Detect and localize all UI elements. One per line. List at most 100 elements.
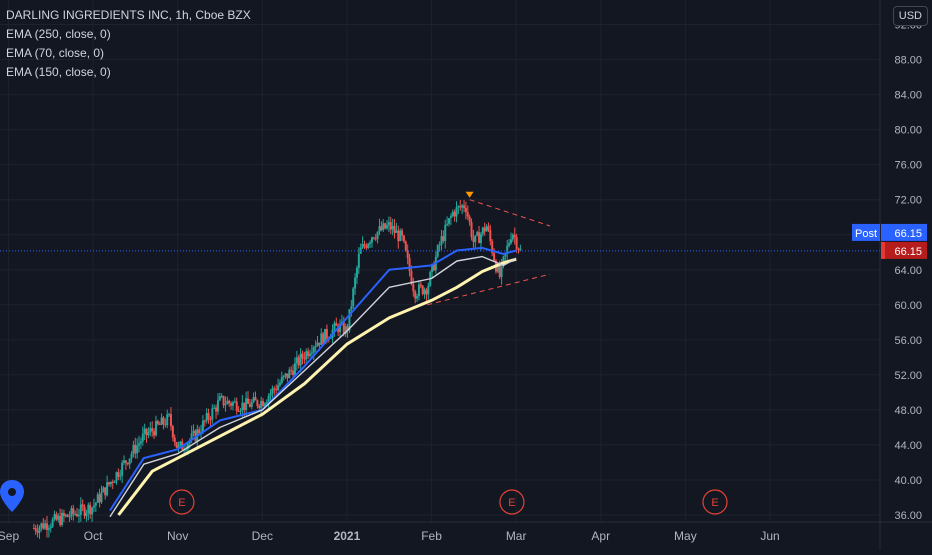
candle-body	[265, 401, 268, 404]
candle-body	[134, 444, 137, 454]
indicator-ema-70[interactable]: EMA (70, close, 0)	[6, 46, 105, 60]
candle-body	[34, 528, 37, 532]
candle-body	[239, 410, 242, 412]
candle-body	[169, 414, 172, 427]
candle-body	[427, 285, 430, 295]
candle-body	[442, 236, 445, 241]
candle-body	[72, 508, 75, 514]
candle-body	[352, 288, 355, 307]
candle-body	[233, 401, 236, 403]
candle-body	[498, 266, 501, 277]
candle-body	[344, 326, 347, 335]
chart-legend: DARLING INGREDIENTS INC, 1h, Cboe BZX EM…	[6, 6, 251, 82]
last-price-tag: 66.15	[894, 246, 922, 258]
candle-body	[384, 223, 387, 229]
candle-body	[342, 321, 345, 335]
symbol-title[interactable]: DARLING INGREDIENTS INC, 1h, Cboe BZX	[6, 8, 251, 22]
y-tick-label: 52.00	[894, 370, 922, 382]
candle-body	[124, 460, 127, 463]
candle-body	[269, 393, 272, 396]
candle-body	[483, 227, 486, 232]
candle-body	[399, 230, 402, 241]
candle-body	[94, 502, 97, 506]
candle-body	[156, 420, 159, 425]
candle-body	[237, 411, 240, 413]
candle-body	[258, 405, 261, 409]
candle-body	[107, 482, 110, 485]
candle-body	[395, 230, 398, 233]
candle-body	[158, 424, 161, 426]
candle-body	[479, 234, 482, 244]
candle-body	[132, 444, 135, 455]
candle-body	[160, 417, 163, 425]
candle-body	[201, 420, 204, 433]
candle-body	[59, 515, 62, 525]
earnings-marker-icon	[499, 489, 525, 515]
candle-body	[444, 224, 447, 241]
candle-body	[436, 245, 439, 257]
x-tick-label: Apr	[591, 529, 610, 543]
y-tick-label: 64.00	[894, 265, 922, 277]
candle-body	[228, 400, 231, 404]
candle-body	[136, 445, 139, 454]
candle-body	[209, 419, 212, 421]
candle-body	[44, 523, 47, 529]
candle-body	[504, 252, 507, 257]
candle-body	[487, 226, 490, 231]
candle-body	[121, 462, 124, 476]
candle-body	[378, 226, 381, 232]
candle-body	[230, 403, 233, 406]
indicator-ema-150[interactable]: EMA (150, close, 0)	[6, 65, 111, 79]
candle-body	[410, 271, 413, 285]
candle-body	[85, 512, 88, 517]
post-price-tag-bg	[881, 223, 927, 241]
candle-body	[322, 333, 325, 345]
candle-body	[453, 211, 456, 217]
candle-body	[250, 402, 253, 408]
candle-body	[357, 253, 360, 268]
candle-body	[235, 401, 238, 412]
candle-body	[457, 206, 460, 208]
candle-body	[459, 206, 462, 208]
currency-button[interactable]: USD	[892, 6, 928, 26]
x-tick-label: 2021	[334, 529, 361, 543]
candle-body	[104, 487, 107, 496]
candle-body	[102, 487, 105, 493]
candle-body	[77, 514, 80, 517]
candle-body	[179, 441, 182, 446]
candle-body	[432, 264, 435, 271]
candle-body	[404, 241, 407, 251]
candle-body	[70, 508, 73, 517]
x-tick-label: Jun	[760, 529, 779, 543]
candle-body	[463, 205, 466, 208]
candle-body	[387, 222, 390, 226]
candle-body	[47, 528, 50, 530]
candle-body	[470, 222, 473, 238]
candle-body	[314, 346, 317, 348]
candle-body	[481, 227, 484, 235]
candle-body	[517, 248, 520, 250]
candle-body	[190, 433, 193, 441]
trendline	[427, 273, 551, 306]
candle-body	[246, 398, 249, 404]
candle-body	[365, 245, 368, 248]
candle-body	[192, 430, 195, 434]
candle-body	[141, 433, 144, 442]
location-pin-dot	[8, 488, 16, 496]
candle-body	[438, 244, 441, 246]
candle-body	[346, 326, 349, 331]
candle-body	[307, 351, 310, 356]
x-tick-label: May	[674, 529, 697, 543]
candle-body	[149, 428, 152, 433]
y-tick-label: 84.00	[894, 90, 922, 102]
candle-body	[42, 523, 45, 529]
candle-body	[310, 352, 313, 354]
candle-body	[406, 250, 409, 259]
candle-body	[350, 306, 353, 310]
peak-marker-icon	[465, 191, 474, 198]
indicator-ema-250[interactable]: EMA (250, close, 0)	[6, 27, 111, 41]
candle-body	[89, 504, 92, 515]
candle-body	[324, 328, 327, 345]
